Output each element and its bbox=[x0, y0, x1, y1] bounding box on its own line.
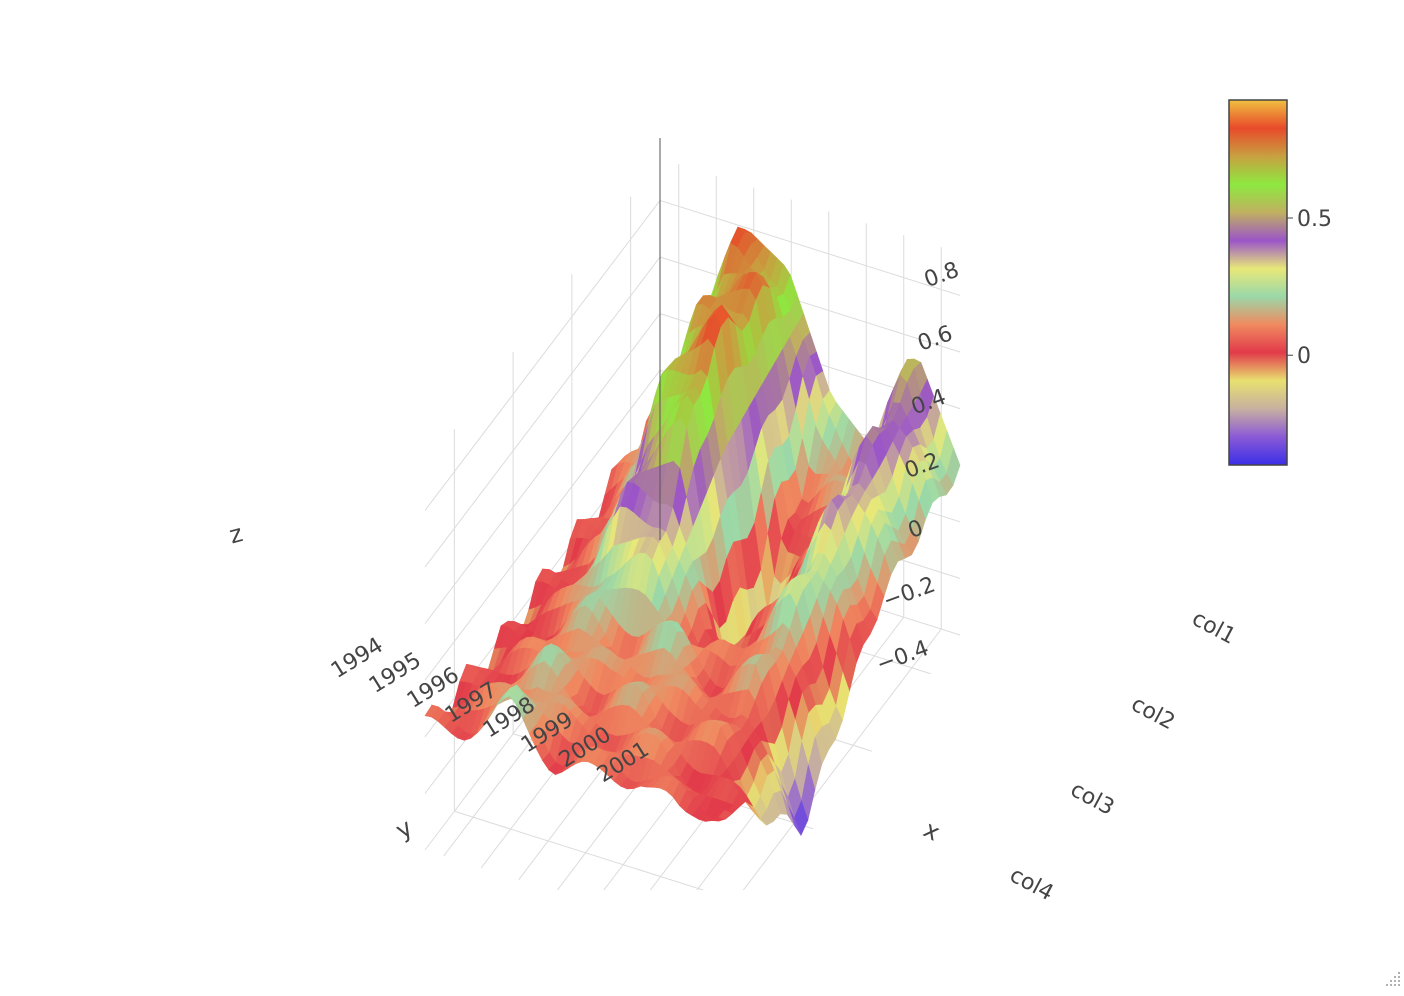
x-tick-label: col3 bbox=[1066, 777, 1118, 821]
surface-series bbox=[424, 226, 961, 837]
gridline bbox=[742, 628, 942, 890]
gridline bbox=[659, 199, 961, 296]
gridline bbox=[659, 256, 961, 353]
gridline bbox=[424, 200, 661, 511]
x-tick-label: col4 bbox=[1005, 863, 1057, 907]
x-tick-label: col1 bbox=[1188, 606, 1240, 650]
surface-patch bbox=[717, 809, 733, 820]
colorbar-tick-label: 0 bbox=[1297, 344, 1311, 369]
gridline bbox=[424, 313, 661, 624]
z-tick-label: 0.6 bbox=[915, 321, 956, 356]
gridline bbox=[454, 810, 705, 890]
x-axis-title: x bbox=[919, 815, 945, 846]
z-axis-title: z bbox=[226, 519, 245, 549]
gridline bbox=[424, 369, 661, 681]
colorbar-tick-label: 0.5 bbox=[1297, 207, 1332, 232]
colorbar-gradient bbox=[1228, 99, 1288, 466]
x-tick-label: col2 bbox=[1127, 692, 1179, 736]
resize-handle-icon[interactable] bbox=[1386, 972, 1400, 986]
gridline bbox=[424, 256, 661, 568]
colorbar: 00.5 bbox=[1228, 99, 1332, 466]
plot-area[interactable] bbox=[424, 138, 961, 939]
y-axis-title: y bbox=[391, 813, 417, 844]
z-tick-label: 0.8 bbox=[921, 258, 962, 293]
